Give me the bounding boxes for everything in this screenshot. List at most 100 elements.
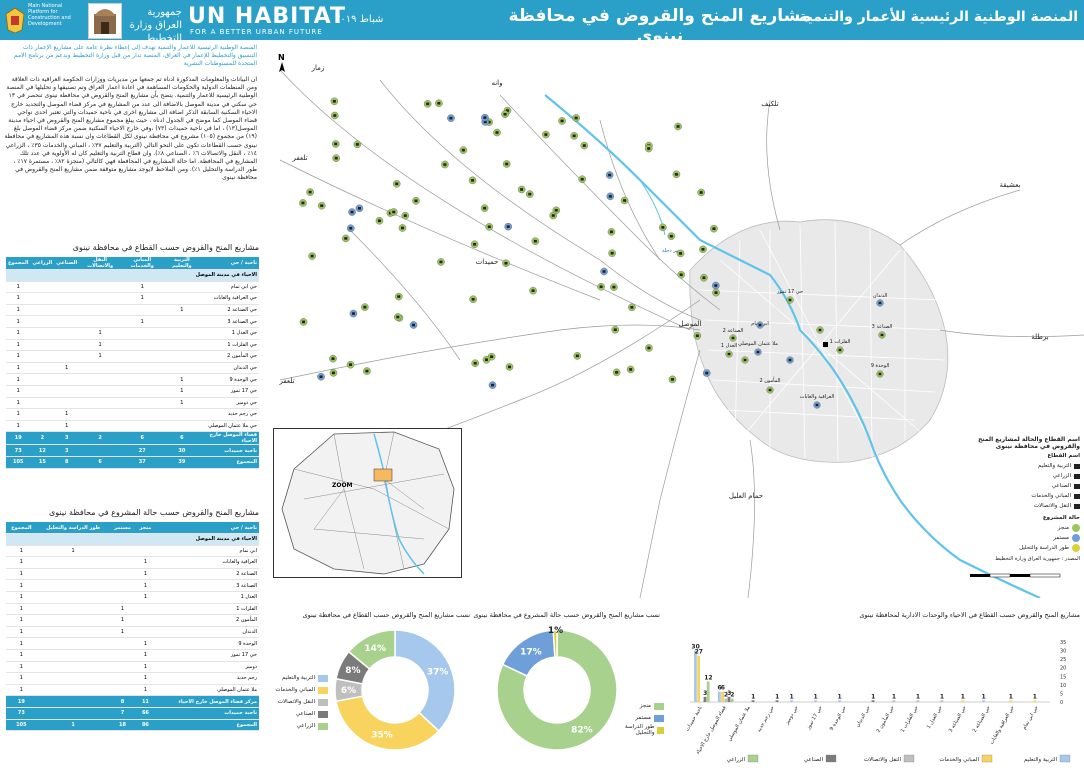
legend-label: منجز: [639, 703, 651, 709]
pie-data-label: 14%: [364, 644, 386, 654]
table-cell: 1: [121, 281, 164, 294]
y-tick-label: 30: [1060, 649, 1066, 655]
project-marker: [878, 331, 886, 339]
table-cell: [109, 591, 136, 604]
project-markers: [299, 97, 886, 409]
bar: [940, 700, 944, 702]
legend-source: المصدر : جمهورية العراق وزارة التخطيط: [995, 556, 1080, 562]
x-tick-label: حي العدل 1: [926, 705, 944, 730]
project-marker: [392, 180, 401, 188]
table-cell: [109, 649, 136, 662]
project-marker: [435, 99, 443, 108]
pie-slice: [552, 629, 558, 658]
table-cell: 1: [6, 637, 37, 650]
table-cell: حي 17 تموز: [200, 385, 259, 398]
table2-title: مشاريع المنح والقروض حسب حالة المشروع في…: [49, 508, 259, 517]
table-cell: 1: [6, 408, 31, 421]
project-marker: [572, 114, 580, 122]
table-total-row: ناحية حميدات 66 7 73: [6, 707, 259, 720]
project-marker: [355, 204, 364, 213]
table-subheader: الاحياء في مدينة الموصل: [6, 533, 259, 546]
table-cell: [79, 362, 122, 375]
project-marker: [529, 286, 537, 295]
table-cell: حي ملا عثمان الموصلي: [200, 420, 259, 433]
project-marker: [674, 122, 682, 131]
bar-data-label: 1: [1009, 693, 1013, 700]
table-total-row: المجموع 86 18 1 105: [6, 719, 259, 732]
table-cell: [30, 304, 55, 317]
legend-label: طور الدراسة والتحليل: [625, 724, 655, 736]
legend-swatch: [318, 674, 328, 682]
unhabitat-logo: UN HABITAT: [188, 4, 346, 29]
table-cell: [54, 292, 80, 305]
table-row: رجم حديد 1 1: [6, 672, 259, 685]
table-cell: 1: [36, 545, 110, 558]
pie-slice: [394, 629, 456, 733]
bar: [721, 691, 724, 702]
pie-data-label: 35%: [371, 731, 393, 741]
project-marker: [766, 386, 774, 394]
table-cell: [121, 373, 164, 386]
legend-status-title: حالة المشروع: [1042, 515, 1080, 521]
place-label: وانه: [491, 79, 502, 87]
table-cell: [36, 568, 110, 581]
table-cell: 1: [6, 672, 37, 685]
project-marker: [672, 170, 681, 179]
table-cell: [54, 327, 80, 340]
legend-swatch: [981, 754, 993, 763]
project-marker: [299, 318, 308, 326]
legend-label: المباني والخدمات: [939, 757, 979, 763]
table-cell: 1: [109, 614, 136, 627]
table-row: حي الصناعة 3 1 1: [6, 315, 259, 328]
pie-legend-item: مستمر: [622, 712, 664, 724]
y-tick-label: 10: [1060, 683, 1066, 689]
legend-label: الزراعي: [1052, 473, 1071, 479]
table-cell: 2: [30, 431, 55, 446]
scale-bar: [970, 573, 1061, 578]
table-cell: [54, 373, 80, 386]
table-cell: ملا عثمان الموصلي: [155, 684, 259, 697]
river-label: نهر دجلة: [662, 248, 680, 254]
bar: [814, 700, 817, 702]
table-cell: [79, 292, 122, 305]
bar-data-label: 27: [695, 649, 703, 656]
table-row: القلزات 1 1 1: [6, 603, 259, 616]
table-cell: 3: [54, 444, 80, 457]
table-cell: 105: [6, 719, 37, 732]
project-marker: [570, 132, 578, 140]
project-marker: [353, 140, 362, 149]
project-marker: [423, 100, 432, 108]
legend-label: النقل والاتصالات: [864, 757, 902, 763]
table-cell: الصناعة 2: [155, 568, 259, 581]
table-cell: [36, 614, 110, 627]
table-cell: 1: [6, 603, 37, 616]
table-cell: [36, 684, 110, 697]
table-cell: 1: [135, 568, 156, 581]
project-marker: [645, 344, 653, 352]
pie-slice: [335, 695, 440, 751]
project-marker: [697, 188, 705, 197]
table-cell: ابي تمام: [155, 545, 259, 558]
inset-map: ZOOM: [273, 428, 462, 578]
x-tick-label: حي العراقية والغابات: [989, 705, 1016, 746]
x-tick-label: حي 17 تموز: [805, 705, 824, 731]
bar-data-label: 1: [751, 693, 755, 700]
table-cell: 1: [6, 420, 31, 433]
table-cell: [30, 362, 55, 375]
north-arrow-icon: N: [278, 53, 285, 72]
table-cell: منجز: [135, 522, 156, 534]
table-cell: ناحية / حي: [200, 257, 259, 270]
project-marker: [600, 267, 608, 276]
table-cell: المجموع: [6, 257, 31, 270]
table-cell: طور الدراسة والتحليل: [36, 522, 110, 534]
table-cell: [54, 315, 80, 328]
table-cell: 1: [6, 579, 37, 592]
bar: [961, 700, 964, 702]
table-cell: الصناعي: [54, 257, 80, 270]
x-tick-label: حي الصناعة 2: [972, 705, 992, 734]
table-cell: [79, 444, 122, 457]
map-legend: اسم القطاع والحالة لمشاريع المنح والقروض…: [968, 436, 1080, 562]
bar-data-label: 2: [724, 692, 728, 699]
project-marker: [375, 217, 384, 225]
